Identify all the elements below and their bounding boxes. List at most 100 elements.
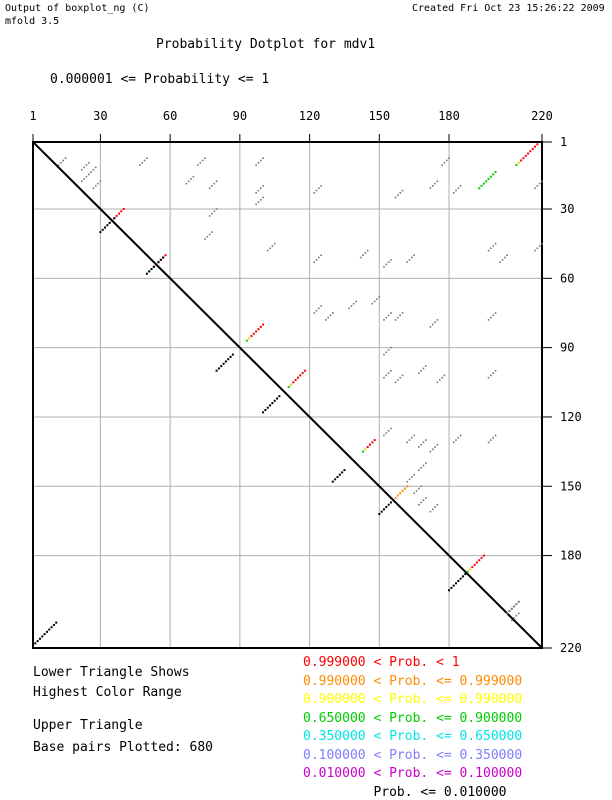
upper-dot bbox=[318, 307, 320, 310]
upper-dot bbox=[459, 185, 462, 187]
upper-dot bbox=[413, 492, 415, 494]
upper-helix-dot bbox=[531, 147, 534, 150]
upper-helix-dot bbox=[399, 492, 402, 495]
lower-helix-dot bbox=[334, 478, 337, 481]
lower-helix-dot bbox=[111, 219, 114, 222]
upper-dot bbox=[494, 242, 497, 245]
upper-dot bbox=[538, 182, 541, 185]
upper-helix-dot bbox=[164, 254, 167, 257]
lower-helix-dot bbox=[455, 582, 458, 585]
upper-helix-dot bbox=[487, 177, 490, 180]
upper-dot bbox=[387, 430, 390, 432]
legend-lower-label2: Highest Color Range bbox=[33, 685, 182, 700]
upper-dot bbox=[371, 302, 374, 305]
upper-dot bbox=[81, 180, 83, 183]
lower-helix-dot bbox=[276, 397, 279, 400]
legend-base-pairs: Base pairs Plotted: 680 bbox=[33, 740, 214, 755]
upper-dot bbox=[401, 374, 404, 377]
y-tick-label: 150 bbox=[560, 479, 582, 493]
upper-helix-dot bbox=[471, 566, 474, 569]
upper-helix-dot bbox=[373, 439, 376, 442]
legend-lower-label: Lower Triangle Shows bbox=[33, 665, 190, 680]
x-tick-label: 60 bbox=[163, 109, 177, 123]
upper-dot bbox=[320, 185, 323, 187]
upper-dot bbox=[320, 254, 323, 257]
upper-dot bbox=[313, 192, 316, 194]
upper-dot bbox=[490, 374, 492, 377]
lower-helix-dot bbox=[157, 261, 160, 264]
upper-helix-dot bbox=[475, 561, 478, 564]
upper-dot bbox=[413, 473, 415, 476]
upper-helix-dot bbox=[396, 494, 399, 497]
upper-dot bbox=[487, 319, 490, 321]
lower-helix-dot bbox=[45, 630, 48, 633]
upper-dot bbox=[99, 180, 102, 183]
upper-dot bbox=[208, 187, 211, 190]
legend-range-item: Prob. <= 0.010000 bbox=[303, 784, 507, 800]
upper-dot bbox=[201, 159, 204, 162]
upper-dot bbox=[487, 441, 490, 444]
upper-helix-dot bbox=[517, 600, 520, 603]
upper-helix-dot bbox=[513, 605, 516, 608]
upper-dot bbox=[415, 490, 418, 492]
upper-dot bbox=[397, 316, 399, 319]
upper-dot bbox=[438, 379, 441, 381]
upper-dot bbox=[215, 180, 218, 183]
upper-dot bbox=[434, 321, 436, 324]
lower-helix-dot bbox=[341, 471, 344, 474]
upper-dot bbox=[257, 201, 260, 203]
upper-dot bbox=[315, 309, 318, 312]
lower-helix-dot bbox=[101, 228, 104, 231]
diagonal-line bbox=[32, 141, 543, 649]
upper-dot bbox=[213, 182, 216, 185]
upper-dot bbox=[399, 376, 402, 379]
lower-helix-dot bbox=[48, 628, 51, 631]
lower-helix-dot bbox=[34, 642, 37, 645]
upper-dot bbox=[429, 326, 432, 328]
upper-helix-dot bbox=[287, 385, 290, 388]
upper-dot bbox=[318, 187, 320, 190]
upper-dot bbox=[81, 168, 83, 171]
upper-dot bbox=[494, 312, 497, 314]
lower-helix-dot bbox=[220, 365, 223, 368]
lower-helix-dot bbox=[343, 469, 346, 472]
upper-dot bbox=[211, 212, 213, 215]
lower-helix-dot bbox=[457, 579, 460, 582]
upper-dot bbox=[499, 261, 501, 263]
upper-helix-dot bbox=[245, 339, 248, 342]
upper-dot bbox=[313, 312, 316, 314]
upper-helix-dot bbox=[259, 325, 262, 328]
lower-helix-dot bbox=[55, 621, 58, 624]
upper-helix-dot bbox=[120, 210, 123, 213]
upper-dot bbox=[536, 247, 539, 250]
upper-dot bbox=[208, 215, 211, 217]
upper-helix-dot bbox=[480, 184, 483, 187]
lower-helix-dot bbox=[459, 577, 462, 580]
upper-helix-dot bbox=[403, 487, 406, 490]
upper-dot bbox=[401, 189, 404, 192]
upper-dot bbox=[383, 319, 385, 321]
upper-dot bbox=[211, 185, 213, 187]
upper-dot bbox=[443, 161, 446, 164]
upper-dot bbox=[422, 367, 425, 370]
upper-helix-dot bbox=[115, 214, 118, 217]
lower-helix-dot bbox=[331, 480, 334, 483]
upper-dot bbox=[269, 247, 271, 250]
y-tick-label: 60 bbox=[560, 271, 574, 285]
header-version: mfold 3.5 bbox=[5, 16, 60, 27]
upper-dot bbox=[452, 192, 455, 194]
upper-dot bbox=[143, 159, 146, 162]
legend-range-item: 0.100000 < Prob. <= 0.350000 bbox=[303, 747, 523, 763]
upper-dot bbox=[455, 189, 457, 192]
upper-dot bbox=[406, 441, 408, 444]
upper-dot bbox=[92, 187, 95, 190]
upper-helix-dot bbox=[299, 374, 302, 377]
upper-dot bbox=[97, 182, 99, 185]
upper-dot bbox=[259, 187, 262, 190]
upper-dot bbox=[492, 372, 494, 374]
upper-helix-dot bbox=[510, 607, 513, 610]
upper-dot bbox=[408, 439, 411, 441]
upper-dot bbox=[318, 256, 320, 259]
upper-dot bbox=[452, 441, 455, 444]
upper-dot bbox=[420, 466, 422, 469]
